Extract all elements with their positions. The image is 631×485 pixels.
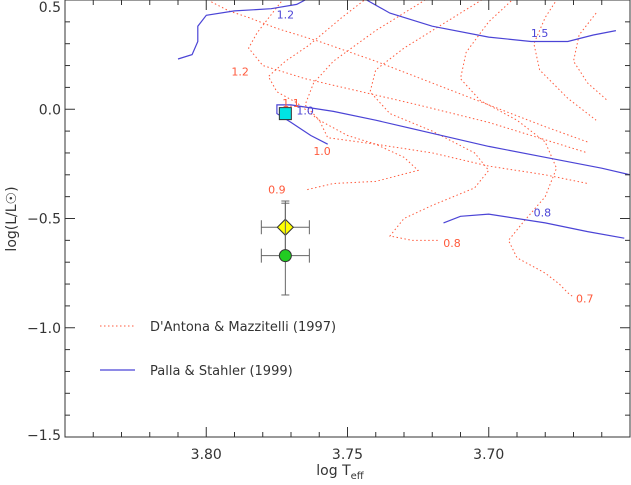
dantona-label-5: 0.7 (576, 293, 594, 306)
palla-label-2: 1.0 (296, 105, 314, 118)
palla-track-0 (177, 0, 307, 60)
dantona-track-3 (304, 0, 427, 191)
legend-label-0: D'Antona & Mazzitelli (1997) (150, 320, 336, 335)
palla-label-3: 0.8 (534, 206, 552, 219)
dantona-label-3: 0.9 (268, 183, 286, 196)
legend-label-1: Palla & Stahler (1999) (150, 364, 293, 379)
y-tick-label: 0.0 (39, 102, 61, 118)
circle-marker (278, 249, 292, 263)
dantona-label-1: 1.1 (282, 97, 300, 110)
dantona-track-1 (247, 0, 588, 154)
y-tick-label: −0.5 (27, 212, 61, 228)
dantona-track-7 (572, 12, 608, 101)
dantona-track-4 (369, 0, 490, 241)
y-tick-label: −1.0 (27, 321, 61, 337)
palla-label-0: 1.2 (277, 9, 295, 22)
palla-track-1 (365, 0, 617, 43)
palla-track-2 (276, 104, 630, 176)
dantona-track-6 (533, 0, 597, 121)
y-tick-label: 0.5 (39, 0, 61, 16)
track-labels: 1.21.11.00.90.80.71.21.51.00.8 (231, 9, 593, 306)
square-marker (278, 107, 292, 121)
dantona-track-5 (459, 0, 574, 298)
x-tick-label: 3.75 (332, 447, 363, 463)
x-axis-label: log Teff (316, 463, 364, 482)
x-tick-label: 3.70 (473, 447, 504, 463)
dantona-label-0: 1.2 (231, 65, 249, 78)
dantona-label-4: 0.8 (443, 237, 461, 250)
y-tick-label: −1.5 (27, 428, 61, 444)
dantona-label-2: 1.0 (313, 145, 331, 158)
y-axis-label: log(L/L☉) (4, 186, 20, 251)
palla-label-1: 1.5 (531, 27, 549, 40)
dantona-tracks (209, 0, 608, 298)
palla-track-3 (443, 213, 625, 239)
palla-tracks (177, 0, 630, 239)
dantona-track-2 (267, 0, 588, 184)
axis-ticks: 3.80 3.75 3.70 0.5 0.0 −0.5 −1.0 −1.5 (27, 0, 630, 463)
data-markers (260, 107, 310, 296)
x-tick-label: 3.80 (191, 447, 222, 463)
legend: D'Antona & Mazzitelli (1997) Palla & Stah… (100, 320, 336, 379)
dantona-track-0 (209, 0, 588, 143)
